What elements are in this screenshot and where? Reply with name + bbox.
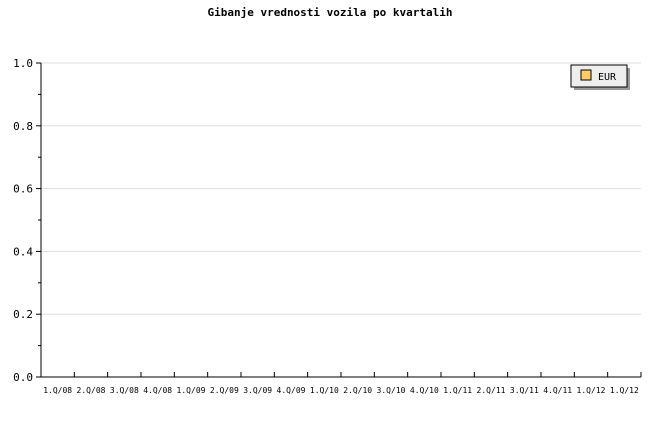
x-tick-label: 3.Q/10 [377, 386, 406, 395]
x-tick-label: 4.Q/09 [277, 386, 306, 395]
x-tick-label: 1.Q/12 [577, 386, 606, 395]
y-tick-label: 1.0 [13, 57, 33, 70]
y-tick-label: 0.8 [13, 120, 33, 133]
x-tick-label: 4.Q/10 [410, 386, 439, 395]
x-tick-label: 2.Q/11 [477, 386, 506, 395]
y-tick-label: 0.0 [13, 371, 33, 384]
x-tick-label: 4.Q/11 [543, 386, 572, 395]
legend-swatch-eur [580, 69, 592, 81]
x-tick-label: 1.Q/10 [310, 386, 339, 395]
x-tick-label: 4.Q/08 [143, 386, 172, 395]
legend-label-eur: EUR [598, 72, 617, 83]
y-tick-label: 0.2 [13, 308, 33, 321]
legend: EUR [570, 64, 630, 90]
y-tick-label: 0.4 [13, 245, 33, 258]
x-tick-label: 1.Q/11 [443, 386, 472, 395]
x-tick-label: 1.Q/08 [43, 386, 72, 395]
x-tick-label: 2.Q/08 [77, 386, 106, 395]
x-tick-label: 3.Q/08 [110, 386, 139, 395]
x-tick-label: 2.Q/10 [343, 386, 372, 395]
x-tick-label: 3.Q/09 [243, 386, 272, 395]
x-tick-label: 1.Q/09 [177, 386, 206, 395]
y-tick-label: 0.6 [13, 183, 33, 196]
x-tick-label: 2.Q/09 [210, 386, 239, 395]
x-tick-label: 3.Q/11 [510, 386, 539, 395]
chart-title: Gibanje vrednosti vozila po kvartalih [207, 6, 452, 19]
x-tick-label: 1.Q/12 [610, 386, 639, 395]
